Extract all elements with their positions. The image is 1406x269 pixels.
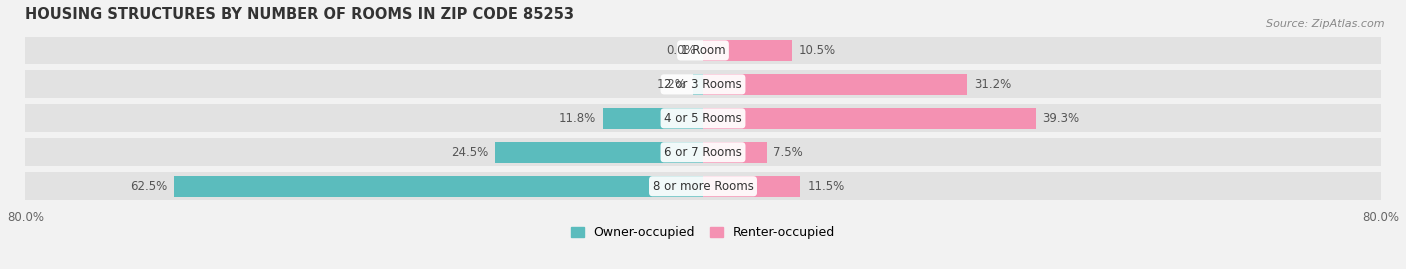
Text: 0.0%: 0.0%: [666, 44, 696, 57]
Text: 7.5%: 7.5%: [773, 146, 803, 159]
Bar: [25, 172, 1381, 200]
Text: HOUSING STRUCTURES BY NUMBER OF ROOMS IN ZIP CODE 85253: HOUSING STRUCTURES BY NUMBER OF ROOMS IN…: [25, 7, 575, 22]
Bar: [25, 138, 1381, 166]
Bar: [25, 37, 1381, 64]
Text: 4 or 5 Rooms: 4 or 5 Rooms: [664, 112, 742, 125]
Bar: [603, 108, 703, 129]
Bar: [25, 104, 1381, 132]
Legend: Owner-occupied, Renter-occupied: Owner-occupied, Renter-occupied: [571, 226, 835, 239]
Bar: [703, 108, 1036, 129]
Text: 8 or more Rooms: 8 or more Rooms: [652, 180, 754, 193]
Bar: [174, 176, 703, 197]
Text: 11.5%: 11.5%: [807, 180, 845, 193]
Bar: [703, 176, 800, 197]
Bar: [703, 74, 967, 95]
Bar: [693, 74, 703, 95]
Bar: [25, 70, 1381, 98]
Text: 24.5%: 24.5%: [451, 146, 489, 159]
Bar: [495, 142, 703, 163]
Text: 11.8%: 11.8%: [560, 112, 596, 125]
Bar: [703, 142, 766, 163]
Text: 6 or 7 Rooms: 6 or 7 Rooms: [664, 146, 742, 159]
Text: 31.2%: 31.2%: [974, 78, 1011, 91]
Text: 39.3%: 39.3%: [1043, 112, 1080, 125]
Text: 1 Room: 1 Room: [681, 44, 725, 57]
Text: Source: ZipAtlas.com: Source: ZipAtlas.com: [1267, 19, 1385, 29]
Text: 1.2%: 1.2%: [657, 78, 686, 91]
Text: 10.5%: 10.5%: [799, 44, 835, 57]
Bar: [703, 40, 792, 61]
Text: 62.5%: 62.5%: [129, 180, 167, 193]
Text: 2 or 3 Rooms: 2 or 3 Rooms: [664, 78, 742, 91]
